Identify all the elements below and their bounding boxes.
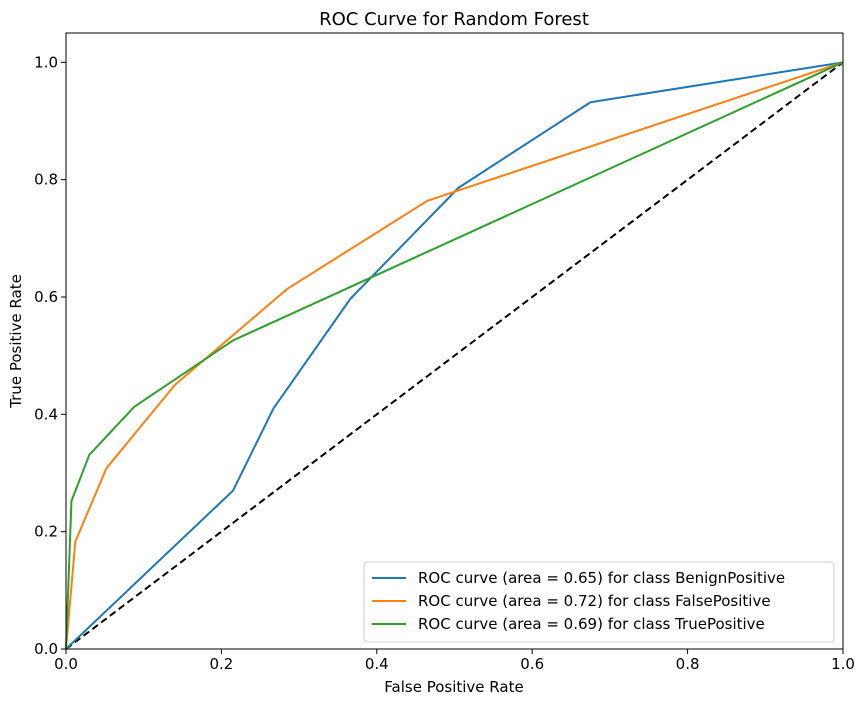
plot-area: 0.0 0.2 0.4 0.6 0.8 1.0 0.0 0.2 0.4 0.6 0.8 1.0 — [34, 32, 855, 673]
x-tick-label: 0.2 — [209, 655, 233, 673]
legend-box — [363, 561, 835, 643]
y-tick-label: 0.6 — [34, 288, 58, 306]
y-axis-label: True Positive Rate — [7, 274, 25, 409]
chart-title: ROC Curve for Random Forest — [319, 9, 589, 30]
x-axis-label: False Positive Rate — [384, 678, 523, 696]
y-tick-label: 0.8 — [34, 171, 58, 189]
y-tick-label: 0.2 — [34, 523, 58, 541]
legend-label-2: ROC curve (area = 0.69) for class TruePo… — [418, 615, 765, 633]
x-tick-label: 1.0 — [831, 655, 855, 673]
x-tick-label: 0.4 — [365, 655, 389, 673]
y-tick-label: 0.4 — [34, 405, 58, 423]
chance-diagonal-line — [65, 61, 844, 650]
series-line-2 — [65, 61, 844, 650]
y-tick-label: 1.0 — [34, 53, 58, 71]
plot-frame — [65, 32, 844, 650]
legend-label-0: ROC curve (area = 0.65) for class Benign… — [418, 569, 785, 587]
x-tick-label: 0.8 — [676, 655, 700, 673]
x-tick-label: 0.0 — [54, 655, 78, 673]
series-line-1 — [65, 61, 844, 650]
legend-label-1: ROC curve (area = 0.72) for class FalseP… — [418, 592, 771, 610]
legend: ROC curve (area = 0.65) for class Benign… — [363, 561, 835, 643]
series-line-0 — [65, 61, 844, 650]
x-tick-label: 0.6 — [520, 655, 544, 673]
y-tick-label: 0.0 — [34, 640, 58, 658]
